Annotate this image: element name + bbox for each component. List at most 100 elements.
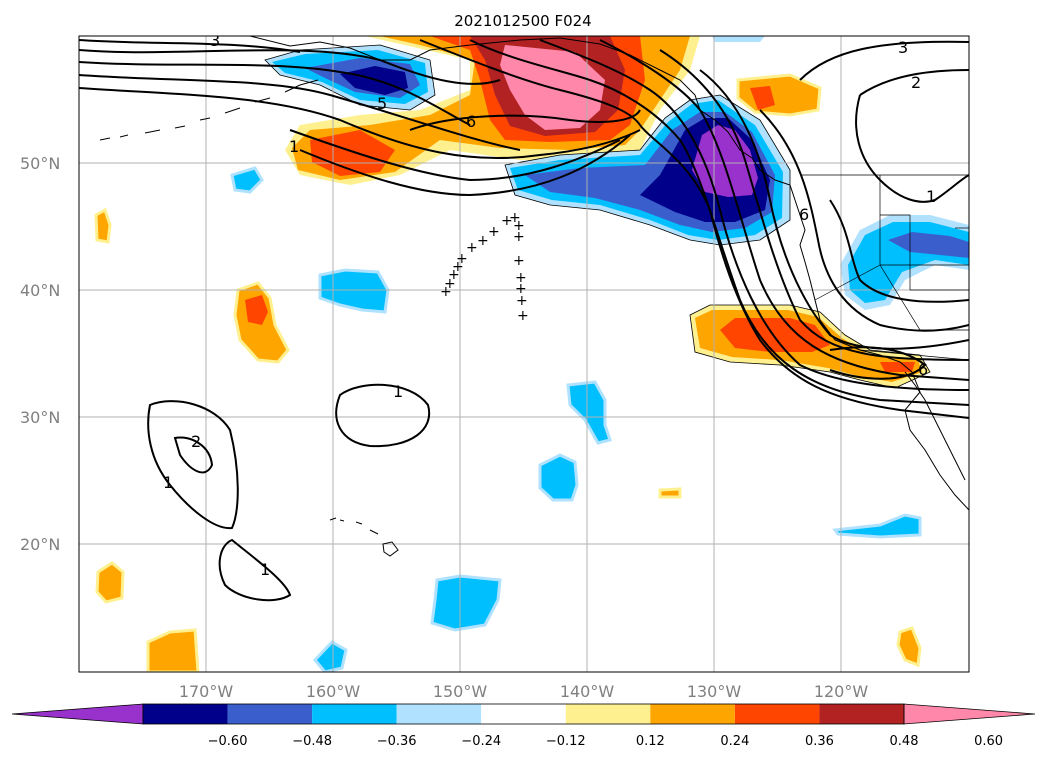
shading-negative-blob-4 — [430, 574, 502, 632]
shading-negative-blob-7 — [832, 513, 922, 539]
colorbar-swatch — [227, 704, 313, 724]
coast-hawaii — [329, 517, 399, 557]
colorbar-swatch — [650, 704, 735, 724]
lon-tick-label: 160°W — [306, 682, 361, 701]
lon-tick-label: 140°W — [560, 682, 615, 701]
shading-positive-blob-2 — [94, 207, 112, 244]
svg-text:+: + — [509, 210, 521, 226]
lat-tick-label: 40°N — [20, 281, 60, 300]
shading-negative-blob-3 — [538, 453, 579, 502]
colorbar-swatch — [819, 704, 904, 724]
colorbar-tick-label: 0.24 — [720, 734, 749, 749]
shading-positive-blob-5 — [896, 626, 922, 668]
lon-tick-label: 130°W — [687, 682, 742, 701]
lon-axis: 170°W 160°W 150°W 140°W 130°W 120°W — [179, 682, 869, 701]
colorbar-tick-label: −0.60 — [208, 734, 248, 749]
shading-negative-trough-purple — [692, 125, 758, 197]
contour-label: 5 — [377, 94, 387, 113]
svg-text:+: + — [513, 218, 525, 234]
contour-label: 6 — [799, 205, 809, 224]
colorbar-tick-label: 0.60 — [974, 734, 1003, 749]
coast-aleutians — [99, 79, 319, 141]
colorbar-tick-label: −0.24 — [461, 734, 501, 749]
shading-positive-blob-7 — [658, 487, 682, 499]
colorbar-swatch — [143, 704, 228, 724]
colorbar: −0.60 −0.48 −0.36 −0.24 −0.12 0.12 0.24 0.36 0.4… — [11, 703, 1036, 749]
colorbar-tick-label: 0.48 — [890, 734, 919, 749]
contour-label: 3 — [898, 38, 908, 57]
shading-positive-blob-6-core — [750, 86, 775, 110]
contour-label: 1 — [289, 137, 299, 156]
contour-label: 6 — [918, 360, 928, 379]
colorbar-swatch — [312, 704, 397, 724]
shading-outline-layer — [264, 44, 931, 389]
contour-label: 6 — [466, 112, 476, 131]
svg-text:+: + — [517, 308, 529, 324]
svg-text:+: + — [456, 251, 468, 267]
map-frame — [78, 35, 970, 673]
svg-text:+: + — [477, 233, 489, 249]
svg-text:+: + — [444, 276, 456, 292]
colorbar-swatch — [565, 704, 651, 724]
colorbar-tick-label: −0.12 — [546, 734, 586, 749]
contour-label: 1 — [393, 382, 403, 401]
svg-text:+: + — [513, 229, 525, 245]
lat-tick-label: 30°N — [20, 408, 60, 427]
contour-label: 3 — [210, 31, 220, 50]
svg-text:+: + — [501, 213, 513, 229]
contour-label: 1 — [163, 473, 173, 492]
svg-text:+: + — [452, 259, 464, 275]
shading-negative-alaska-navy — [340, 66, 408, 95]
shading-negative-blob-5 — [312, 640, 348, 672]
colorbar-extend-max — [903, 703, 1036, 725]
shading-positive-blob-1-core — [245, 295, 268, 325]
shading-positive-california-red — [720, 318, 915, 372]
shading-negative-blob-1 — [318, 268, 390, 314]
colorbar-tick-label: 0.12 — [636, 734, 665, 749]
svg-text:+: + — [515, 270, 527, 286]
lon-tick-label: 150°W — [433, 682, 488, 701]
colorbar-tick-label: −0.48 — [292, 734, 332, 749]
shading-negative-blob-6 — [230, 166, 264, 194]
colorbar-swatch — [396, 704, 482, 724]
borders — [800, 174, 969, 361]
map-plot-area: 3 5 6 1 1 2 1 1 3 2 1 6 6 + + + + + + + … — [79, 31, 969, 672]
shading-positive-blob-3 — [95, 561, 125, 604]
lat-axis: 50°N 40°N 30°N 20°N — [20, 154, 60, 554]
track-markers: + + + + + + + + + + + + + + + + + — [440, 210, 529, 324]
shading-negative-blob-8 — [712, 36, 765, 42]
coastlines — [99, 36, 969, 557]
colorbar-tick-label: −0.36 — [377, 734, 417, 749]
lat-tick-label: 20°N — [20, 535, 60, 554]
svg-text:+: + — [515, 281, 527, 297]
coast-west-america — [751, 157, 969, 511]
shading-positive-blob-4 — [146, 628, 200, 672]
svg-text:+: + — [466, 240, 478, 256]
coast-alaska — [249, 36, 753, 159]
contour-labels: 3 5 6 1 1 2 1 1 3 2 1 6 6 — [163, 31, 936, 579]
svg-text:+: + — [488, 224, 500, 240]
contour-label: 2 — [911, 73, 921, 92]
contour-label: 1 — [926, 187, 936, 206]
contour-label: 2 — [191, 432, 201, 451]
colorbar-extend-min — [11, 703, 144, 725]
contour-label: 1 — [260, 560, 270, 579]
svg-text:+: + — [440, 284, 452, 300]
lat-tick-label: 50°N — [20, 154, 60, 173]
lon-tick-label: 120°W — [814, 682, 869, 701]
shading-negative-west-blue — [888, 232, 969, 258]
coast-baja — [904, 371, 966, 481]
map-title: 2021012500 F024 — [454, 12, 591, 30]
colorbar-swatch — [734, 704, 820, 724]
svg-text:+: + — [448, 267, 460, 283]
lon-tick-label: 170°W — [179, 682, 234, 701]
colorbar-swatch — [481, 704, 566, 724]
height-contours — [79, 39, 969, 602]
map-grid — [79, 36, 969, 672]
svg-text:+: + — [516, 293, 528, 309]
colorbar-tick-label: 0.36 — [805, 734, 834, 749]
shading-negative-blob-2 — [566, 380, 612, 445]
svg-text:+: + — [513, 253, 525, 269]
colorbar-outline — [142, 703, 905, 725]
